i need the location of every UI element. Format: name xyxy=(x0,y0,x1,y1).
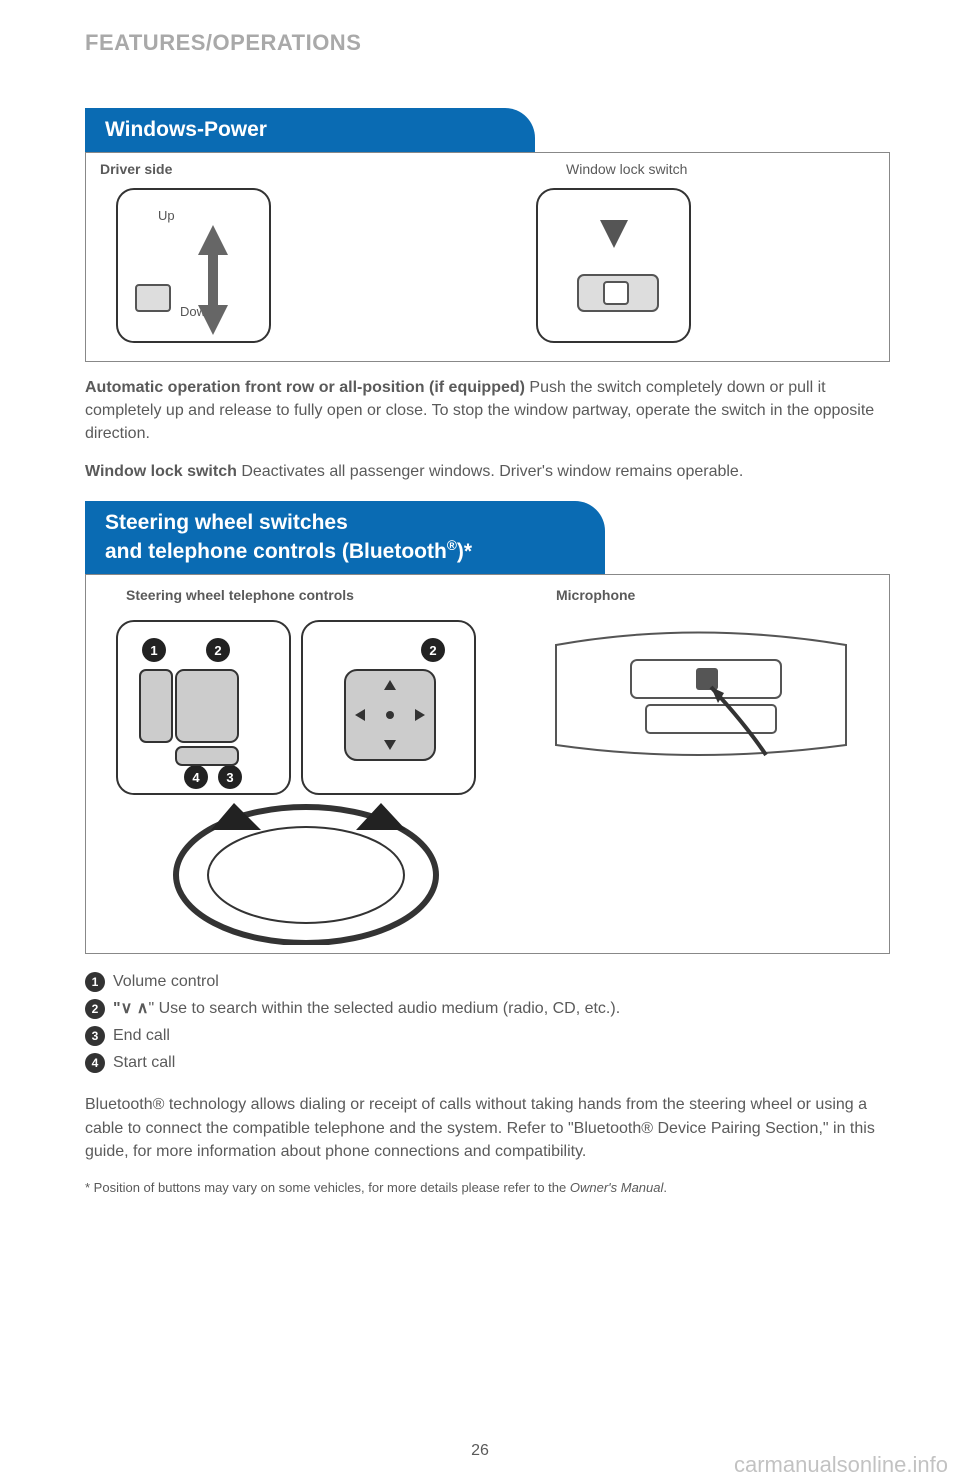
figure-windows-power: Driver side Window lock switch Up Down xyxy=(85,152,890,362)
steering-wheel-icon xyxy=(116,785,486,945)
badge-2: 2 xyxy=(85,999,105,1019)
footnote-pre: * Position of buttons may vary on some v… xyxy=(85,1180,570,1195)
section2-tab: Steering wheel switches and telephone co… xyxy=(85,501,605,575)
section2-title-suffix: )* xyxy=(457,540,472,563)
lock-button-icon xyxy=(538,190,693,345)
legend-item: 1 Volume control xyxy=(85,970,890,994)
legend-2-post: " Use to search within the selected audi… xyxy=(148,1000,620,1017)
left-control-icon: 1 2 4 3 xyxy=(118,622,293,797)
para-auto-operation: Automatic operation front row or all-pos… xyxy=(85,376,890,446)
chevron-up-icon: ∧ xyxy=(137,1000,149,1017)
legend-2-text: "∨ ∧" Use to search within the selected … xyxy=(113,997,620,1021)
para-bluetooth: Bluetooth® technology allows dialing or … xyxy=(85,1093,890,1163)
footnote-post: . xyxy=(663,1180,667,1195)
svg-text:2: 2 xyxy=(214,643,221,658)
svg-text:4: 4 xyxy=(192,770,200,785)
label-driver-side: Driver side xyxy=(100,161,172,177)
label-window-lock: Window lock switch xyxy=(566,161,687,177)
badge-3: 3 xyxy=(85,1026,105,1046)
legend-item: 3 End call xyxy=(85,1024,890,1048)
badge-4: 4 xyxy=(85,1053,105,1073)
legend-3-text: End call xyxy=(113,1024,170,1048)
label-steering-controls: Steering wheel telephone controls xyxy=(126,587,354,603)
footnote-em: Owner's Manual xyxy=(570,1180,664,1195)
microphone-panel-icon xyxy=(546,615,856,775)
section1-tab: Windows-Power xyxy=(85,108,535,152)
section-header: FEATURES/OPERATIONS xyxy=(85,30,890,56)
footnote: * Position of buttons may vary on some v… xyxy=(85,1179,890,1197)
legend-2-pre: " xyxy=(113,1000,121,1017)
label-microphone: Microphone xyxy=(556,587,635,603)
illustration-driver-switch: Up Down xyxy=(116,188,271,343)
badge-1: 1 xyxy=(85,972,105,992)
svg-text:2: 2 xyxy=(429,643,436,658)
para2-rest: Deactivates all passenger windows. Drive… xyxy=(241,463,743,480)
para2-bold: Window lock switch xyxy=(85,463,241,480)
illustration-left-control: 1 2 4 3 xyxy=(116,620,291,795)
para1-bold: Automatic operation front row or all-pos… xyxy=(85,379,529,396)
legend-1-text: Volume control xyxy=(113,970,219,994)
illustration-lock-switch xyxy=(536,188,691,343)
figure-steering-controls: Steering wheel telephone controls Microp… xyxy=(85,574,890,954)
legend-list: 1 Volume control 2 "∨ ∧" Use to search w… xyxy=(85,970,890,1075)
para-window-lock: Window lock switch Deactivates all passe… xyxy=(85,460,890,483)
right-control-icon: 2 xyxy=(303,622,478,797)
legend-item: 4 Start call xyxy=(85,1051,890,1075)
registered-mark-icon: ® xyxy=(447,538,457,553)
section2-title-line2: and telephone controls (Bluetooth xyxy=(105,540,447,563)
svg-text:3: 3 xyxy=(226,770,233,785)
updown-arrows-icon xyxy=(118,190,273,345)
legend-item: 2 "∨ ∧" Use to search within the selecte… xyxy=(85,997,890,1021)
svg-text:1: 1 xyxy=(150,643,157,658)
chevron-down-icon: ∨ xyxy=(121,1000,133,1017)
legend-4-text: Start call xyxy=(113,1051,175,1075)
watermark: carmanualsonline.info xyxy=(734,1452,948,1478)
section2-title-line1: Steering wheel switches xyxy=(105,511,348,534)
illustration-right-control: 2 xyxy=(301,620,476,795)
